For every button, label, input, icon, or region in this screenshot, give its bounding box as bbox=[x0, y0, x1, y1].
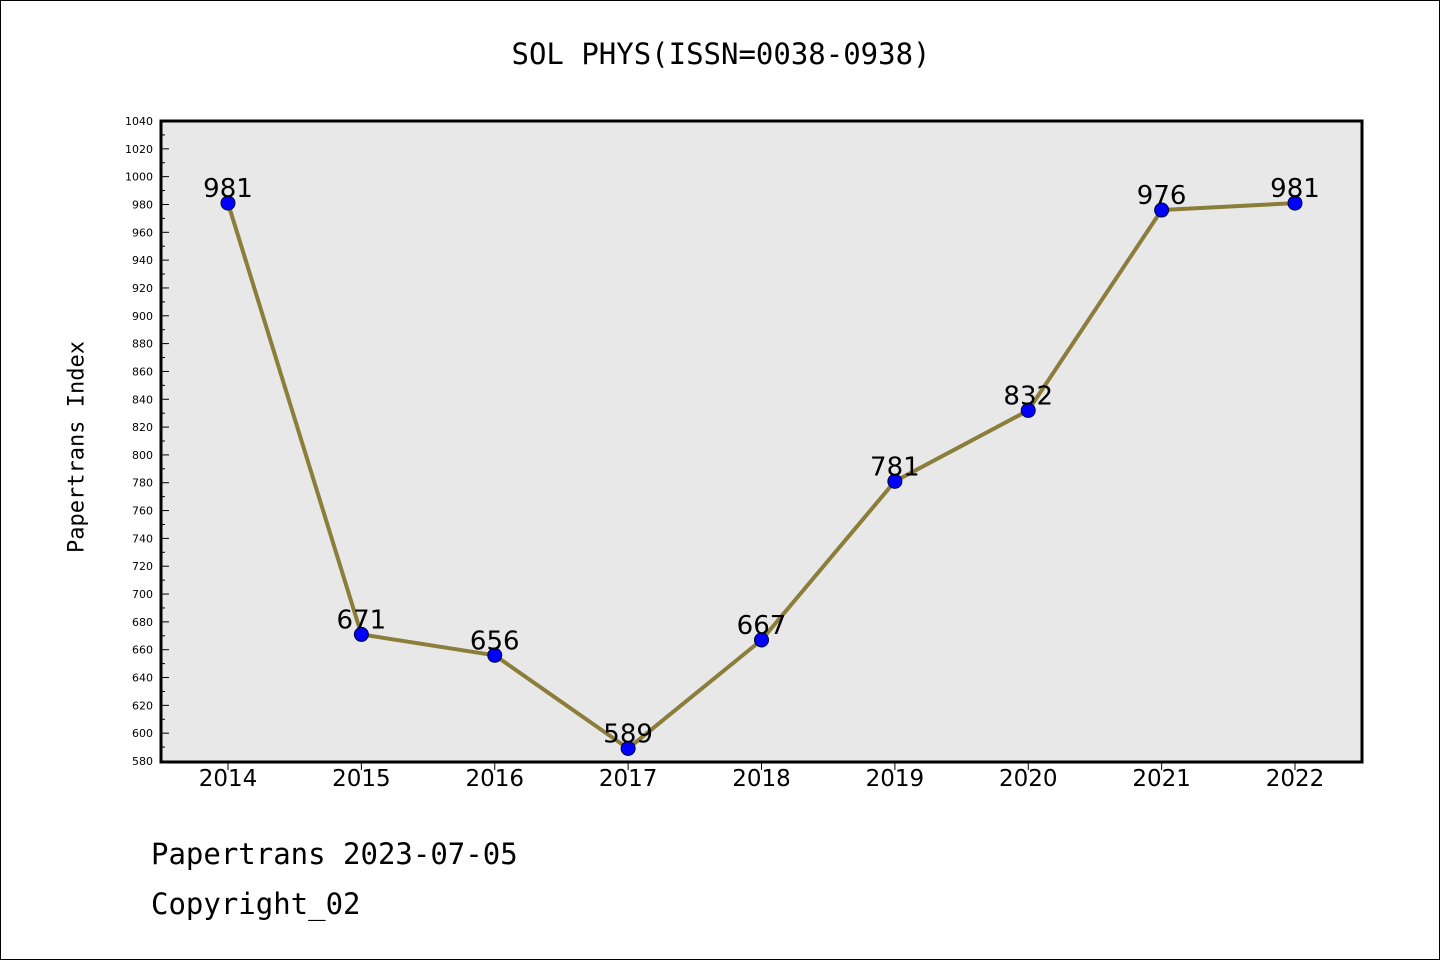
y-tick-label: 800 bbox=[132, 449, 153, 462]
data-labels: 981 671 656 589 667 781 832 976 981 bbox=[203, 174, 1320, 749]
x-tick-label: 2021 bbox=[1132, 766, 1191, 792]
x-tick-label: 2017 bbox=[599, 766, 658, 792]
y-axis-ticks: 580 600 620 640 660 680 700 720 740 760 780 800 820 8… bbox=[125, 115, 169, 768]
x-axis-ticks: 2014 2015 2016 2017 2018 2019 2020 2021 2022 bbox=[199, 762, 1325, 792]
data-label: 656 bbox=[470, 626, 520, 656]
y-tick-label: 1020 bbox=[125, 143, 153, 156]
data-label: 981 bbox=[1270, 174, 1320, 204]
y-tick-label: 820 bbox=[132, 421, 153, 434]
y-tick-label: 920 bbox=[132, 282, 153, 295]
plot-area bbox=[161, 121, 1362, 762]
y-tick-label: 760 bbox=[132, 505, 153, 518]
y-tick-label: 660 bbox=[132, 644, 153, 657]
y-tick-label: 840 bbox=[132, 393, 153, 406]
y-tick-label: 640 bbox=[132, 672, 153, 685]
x-tick-label: 2019 bbox=[866, 766, 925, 792]
y-tick-label: 700 bbox=[132, 588, 153, 601]
data-points bbox=[220, 195, 1303, 756]
data-point bbox=[1287, 195, 1303, 211]
y-tick-label: 600 bbox=[132, 727, 153, 740]
data-label: 981 bbox=[203, 174, 253, 204]
data-label: 781 bbox=[870, 452, 920, 482]
y-tick-label: 620 bbox=[132, 699, 153, 712]
y-tick-label: 980 bbox=[132, 198, 153, 211]
data-label: 832 bbox=[1003, 381, 1053, 411]
x-tick-label: 2018 bbox=[732, 766, 791, 792]
data-point bbox=[1020, 402, 1036, 418]
y-tick-label: 720 bbox=[132, 560, 153, 573]
y-tick-label: 860 bbox=[132, 365, 153, 378]
data-label: 671 bbox=[337, 605, 387, 635]
x-tick-label: 2014 bbox=[199, 766, 258, 792]
footer-copyright: Copyright_02 bbox=[151, 887, 361, 921]
data-label: 667 bbox=[737, 611, 787, 641]
x-tick-label: 2020 bbox=[999, 766, 1058, 792]
x-tick-label: 2015 bbox=[332, 766, 391, 792]
footer-date: Papertrans 2023-07-05 bbox=[151, 837, 518, 871]
plot-border bbox=[159, 119, 1364, 764]
x-tick-label: 2016 bbox=[465, 766, 524, 792]
data-point bbox=[754, 632, 769, 648]
data-point bbox=[887, 473, 903, 489]
chart-title: SOL PHYS(ISSN=0038-0938) bbox=[511, 37, 931, 71]
y-tick-label: 960 bbox=[132, 226, 153, 239]
data-label: 976 bbox=[1137, 181, 1187, 211]
data-point bbox=[620, 740, 636, 756]
data-point bbox=[487, 647, 503, 663]
y-tick-label: 880 bbox=[132, 338, 153, 351]
y-tick-label: 680 bbox=[132, 616, 153, 629]
y-tick-label: 1000 bbox=[125, 171, 153, 184]
y-tick-label: 580 bbox=[132, 755, 153, 768]
data-point bbox=[220, 195, 236, 211]
data-point bbox=[1154, 202, 1170, 218]
y-tick-label: 780 bbox=[132, 477, 153, 490]
y-tick-label: 1040 bbox=[125, 115, 153, 128]
y-tick-label: 740 bbox=[132, 532, 153, 545]
x-tick-label: 2022 bbox=[1266, 766, 1325, 792]
y-tick-label: 900 bbox=[132, 310, 153, 323]
data-point bbox=[353, 626, 369, 642]
y-tick-label: 940 bbox=[132, 254, 153, 267]
data-label: 589 bbox=[603, 719, 653, 749]
